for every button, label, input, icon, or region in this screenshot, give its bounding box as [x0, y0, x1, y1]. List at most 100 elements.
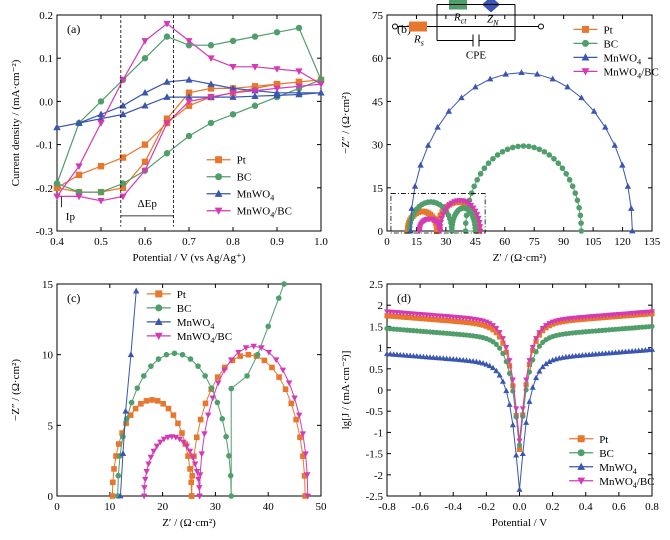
- data-point: [251, 92, 259, 100]
- data-point: [197, 416, 204, 423]
- data-point: [75, 119, 83, 126]
- series-BC: [384, 323, 655, 448]
- data-point: [229, 93, 237, 100]
- data-point: [214, 399, 221, 406]
- data-point: [281, 281, 287, 287]
- data-point: [207, 94, 215, 101]
- data-point: [150, 448, 157, 455]
- legend-label: MnWO4/BC: [177, 331, 232, 345]
- data-point: [499, 148, 506, 155]
- y-tick-label: 2.5: [369, 279, 383, 291]
- data-point: [500, 340, 506, 346]
- data-point: [497, 334, 503, 340]
- data-point: [499, 378, 506, 384]
- data-point: [297, 434, 303, 441]
- data-point: [503, 349, 509, 355]
- data-point: [269, 364, 275, 371]
- x-tick-label: 135: [644, 236, 661, 248]
- data-point: [300, 453, 306, 459]
- data-point: [481, 165, 488, 172]
- data-point: [475, 215, 482, 222]
- data-point: [533, 374, 540, 381]
- data-point: [555, 160, 562, 167]
- data-point: [533, 349, 539, 355]
- data-point: [97, 98, 105, 105]
- data-point: [141, 167, 149, 175]
- x-tick-label: 50: [316, 501, 328, 513]
- data-point: [490, 327, 496, 333]
- data-point: [477, 321, 483, 327]
- plot-frame: [386, 14, 653, 232]
- data-point: [543, 360, 549, 367]
- data-point: [473, 212, 481, 218]
- data-point: [457, 319, 463, 325]
- data-point: [171, 350, 178, 357]
- data-point: [424, 141, 432, 148]
- data-point: [117, 492, 124, 499]
- data-point: [304, 493, 311, 500]
- data-point: [119, 154, 127, 161]
- x-tick-label: 0.8: [645, 501, 659, 513]
- data-point: [506, 401, 513, 407]
- data-point: [179, 430, 185, 436]
- data-point: [149, 397, 155, 403]
- data-point: [407, 227, 414, 234]
- data-point: [546, 152, 553, 158]
- data-point: [185, 453, 191, 459]
- data-point: [569, 183, 576, 190]
- legend-label: BC: [237, 172, 252, 184]
- data-point: [503, 387, 510, 394]
- data-point: [496, 330, 503, 336]
- data-point: [235, 349, 242, 356]
- data-point: [519, 406, 526, 412]
- data-point: [295, 78, 303, 86]
- y-tick-label: -0.3: [36, 226, 54, 238]
- data-point: [536, 146, 543, 153]
- y-tick-label: 0: [48, 491, 54, 503]
- data-point: [119, 430, 125, 436]
- data-point: [188, 493, 195, 499]
- data-point: [317, 88, 325, 96]
- data-point: [141, 101, 149, 109]
- data-point: [397, 314, 403, 320]
- data-point: [176, 436, 183, 443]
- legend-label: MnWO4: [599, 462, 637, 476]
- cpe-label: CPE: [466, 50, 486, 62]
- x-tick-label: -0.2: [478, 501, 495, 513]
- data-point: [546, 358, 553, 364]
- data-point: [207, 119, 215, 127]
- legend-marker: [581, 68, 590, 76]
- series-Pt: [109, 351, 308, 499]
- data-point: [185, 89, 193, 96]
- data-point: [496, 372, 503, 378]
- data-point: [75, 163, 83, 170]
- data-point: [518, 69, 525, 75]
- data-point: [577, 212, 584, 219]
- data-point: [529, 345, 536, 351]
- cv-curve: [56, 22, 323, 202]
- data-point: [462, 199, 469, 206]
- data-point: [463, 212, 470, 219]
- data-point: [195, 476, 202, 483]
- legend-label: Pt: [603, 24, 612, 36]
- data-point: [275, 295, 282, 301]
- x-tick-label: 30: [210, 501, 222, 513]
- data-point: [510, 383, 516, 389]
- data-point: [172, 434, 179, 441]
- y-tick-label: 15: [42, 279, 54, 291]
- panel-a: 0.4 0.5 0.6 0.7 0.8 0.9 1.0 -0.3 -0.2 -0.1 0.0 0.1 0…: [10, 10, 328, 264]
- data-point: [414, 315, 420, 321]
- data-point: [291, 395, 298, 402]
- data-point: [404, 314, 410, 320]
- data-point: [273, 66, 281, 73]
- data-point: [141, 141, 149, 148]
- rs-label: Rs: [413, 34, 424, 48]
- x-tick-label: -0.6: [411, 501, 429, 513]
- data-point: [486, 321, 493, 327]
- circuit-diagram: Rs Rct ZN CPE: [392, 0, 544, 62]
- data-point: [134, 385, 141, 391]
- data-point: [477, 228, 484, 235]
- data-point: [119, 180, 127, 187]
- data-point: [437, 212, 444, 219]
- data-point: [122, 407, 129, 414]
